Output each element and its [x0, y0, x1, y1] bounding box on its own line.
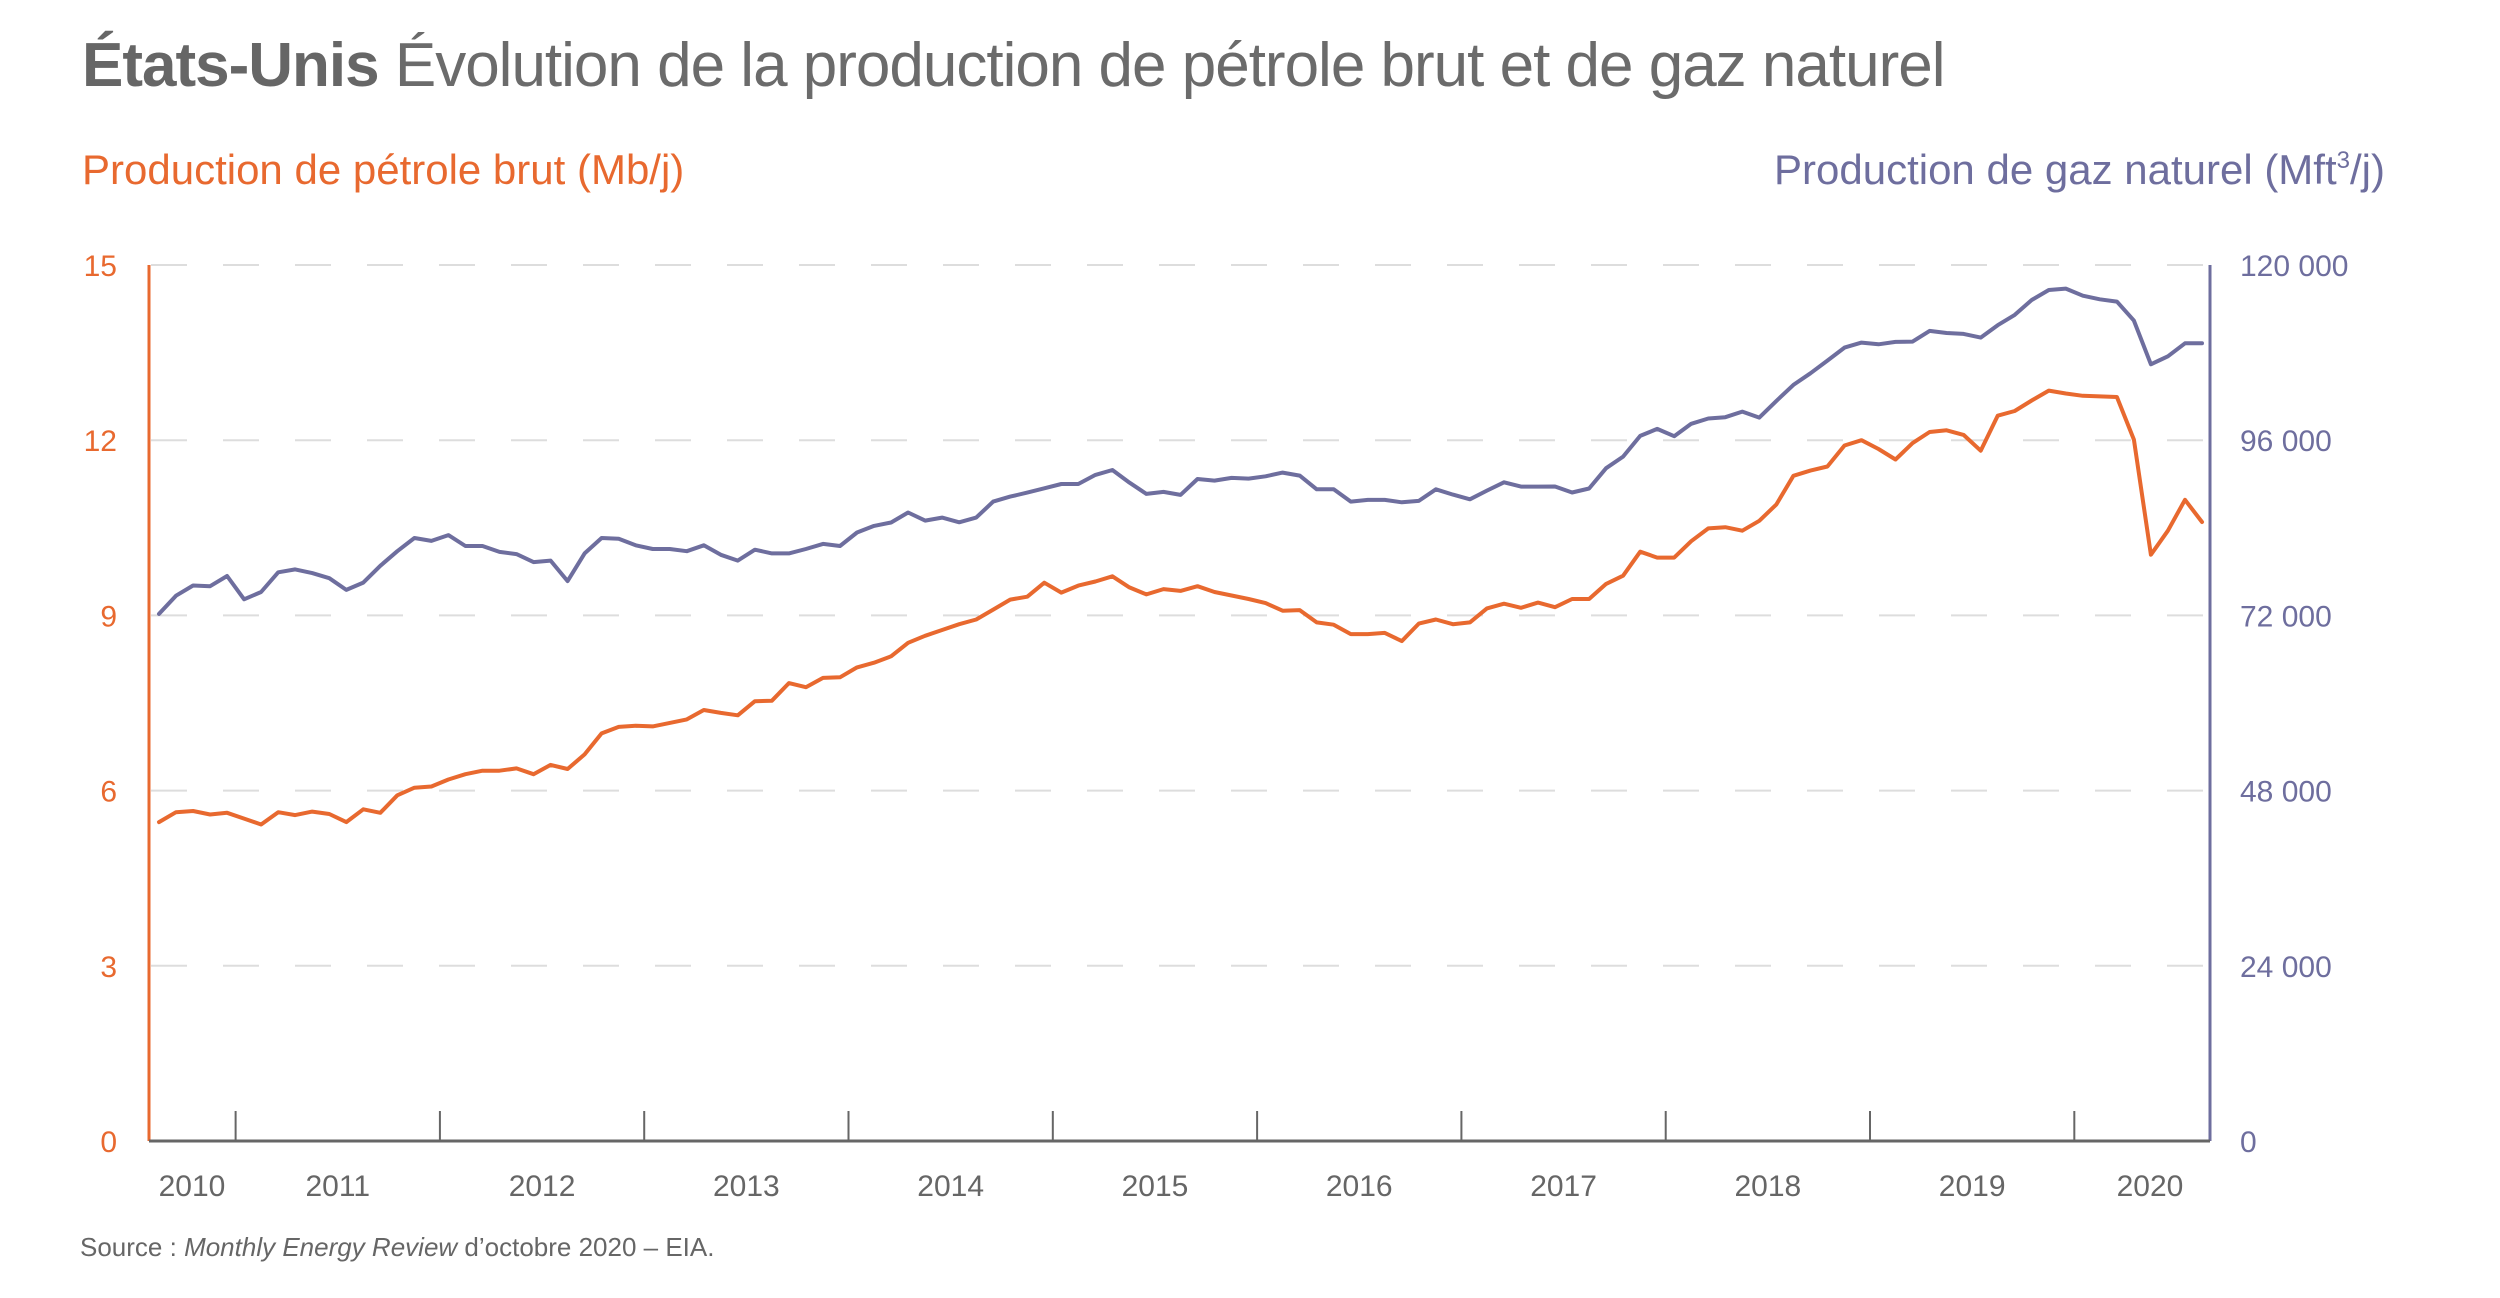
x-tick-label: 2010	[159, 1170, 226, 1203]
x-tick-label: 2017	[1530, 1170, 1597, 1203]
x-tick-label: 2020	[2117, 1170, 2184, 1203]
left-tick-label: 3	[100, 951, 117, 984]
right-tick-label: 96 000	[2240, 425, 2332, 458]
x-tick-label: 2014	[917, 1170, 984, 1203]
right-axis-title: Production de gaz naturel (Mft3/j)	[1774, 146, 2385, 194]
left-tick-label: 15	[84, 250, 117, 283]
gas-production-line	[157, 286, 2204, 616]
left-tick-label: 12	[84, 425, 117, 458]
title-country: États-Unis	[82, 31, 380, 100]
left-tick-label: 9	[100, 600, 117, 633]
chart-title: États-Unis Évolution de la production de…	[82, 30, 1946, 101]
right-tick-label: 24 000	[2240, 951, 2332, 984]
left-tick-label: 0	[100, 1126, 117, 1159]
right-axis-title-main: Production de gaz naturel (Mft	[1774, 146, 2337, 193]
left-tick-label: 6	[100, 776, 117, 809]
source-suffix: d’octobre 2020 – EIA.	[457, 1232, 715, 1262]
source-note: Source : Monthly Energy Review d’octobre…	[80, 1232, 714, 1263]
left-axis-title: Production de pétrole brut (Mb/j)	[82, 146, 685, 193]
x-tick-label: 2019	[1939, 1170, 2006, 1203]
gridlines	[151, 264, 2208, 967]
x-tick-label: 2012	[509, 1170, 576, 1203]
x-tick-label: 2011	[306, 1170, 371, 1203]
right-tick-label: 48 000	[2240, 776, 2332, 809]
x-tick-label: 2018	[1734, 1170, 1801, 1203]
x-tick-label: 2015	[1122, 1170, 1189, 1203]
tick-labels: 0 3 6 9 12 15 0 24 000 48 000 72 000 96 000 120 000…	[84, 250, 2349, 1203]
right-tick-label: 0	[2240, 1126, 2257, 1159]
title-description: Évolution de la production de pétrole br…	[394, 31, 1946, 100]
x-tick-label: 2013	[713, 1170, 780, 1203]
right-axis-title-sup: 3	[2336, 147, 2350, 174]
x-tick-label: 2016	[1326, 1170, 1393, 1203]
source-publication: Monthly Energy Review	[184, 1232, 458, 1262]
right-axis-title-end: /j)	[2350, 146, 2385, 193]
right-tick-label: 120 000	[2240, 250, 2348, 283]
axes	[147, 265, 2212, 1143]
series-lines	[157, 286, 2204, 827]
oil-production-line	[157, 388, 2204, 827]
right-tick-label: 72 000	[2240, 600, 2332, 633]
source-prefix: Source :	[80, 1232, 185, 1262]
